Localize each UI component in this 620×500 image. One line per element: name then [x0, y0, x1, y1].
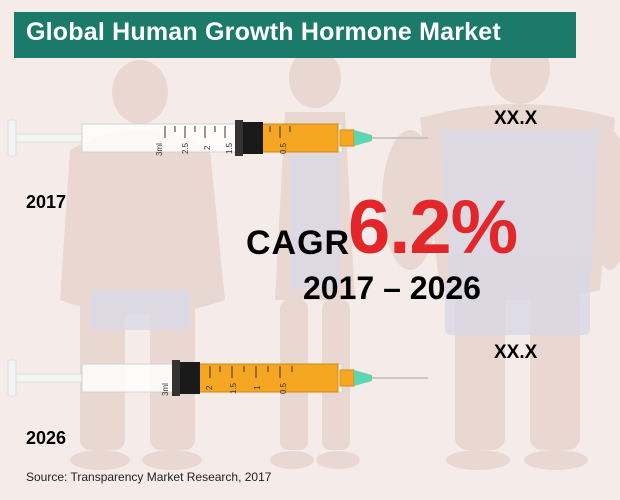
cagr-value: 6.2%: [348, 185, 518, 270]
syringe-liquid: [261, 123, 339, 153]
syringe-icon: 3ml 2.5 2 1.5 0.5: [7, 119, 428, 157]
syringe-icon: 3ml 2 1.5 1 0.5: [7, 359, 428, 397]
page-title: Global Human Growth Hormone Market: [26, 18, 501, 46]
syringe-tick-label: 2.5: [181, 142, 190, 154]
syringe-tick-label: 1.5: [225, 142, 234, 154]
start-value-label: XX.X: [494, 108, 538, 129]
syringe-tick-label: 1: [253, 385, 262, 390]
syringe-tick-label: 2: [203, 145, 212, 150]
cagr-label: CAGR: [246, 224, 351, 262]
syringe-tick-label: 0.5: [279, 142, 288, 154]
syringe-tick-label: 0.5: [279, 382, 288, 394]
title-bar: [14, 12, 576, 58]
syringe-tick-label: 3ml: [161, 383, 170, 396]
syringe-tick-label: 2: [205, 385, 214, 390]
syringe-tick-label: 1.5: [229, 382, 238, 394]
cagr-period: 2017 – 2026: [303, 270, 481, 306]
end-value-label: XX.X: [494, 342, 538, 363]
source-note: Source: Transparency Market Research, 20…: [26, 470, 272, 484]
start-year-label: 2017: [26, 192, 67, 212]
syringe-tick-label: 3ml: [155, 143, 164, 156]
end-year-label: 2026: [26, 428, 67, 448]
